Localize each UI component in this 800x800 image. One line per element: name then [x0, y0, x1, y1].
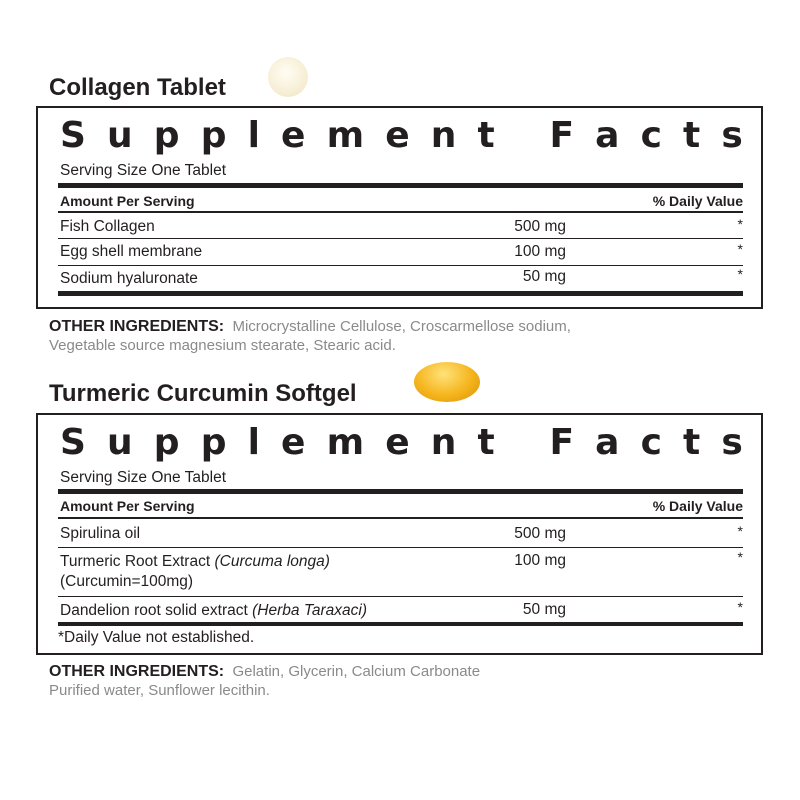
other-ingredients-line: Gelatin, Glycerin, Calcium Carbonate — [232, 663, 481, 680]
ingredient-amount: 100 mg — [514, 552, 566, 569]
daily-value: * — [737, 241, 743, 257]
rule — [58, 238, 743, 239]
rule — [58, 596, 743, 597]
ingredient-name: Sodium hyaluronate — [60, 270, 198, 287]
ingredient-amount: 50 mg — [522, 601, 566, 618]
ingredient-name: Spirulina oil — [60, 525, 141, 542]
ingredient-note: (Curcumin=100mg) — [60, 573, 194, 590]
tablet-icon — [268, 57, 308, 97]
other-ingredients-line: Microcrystalline Cellulose, Croscarmello… — [232, 318, 571, 335]
ingredient-amount: 50 mg — [522, 268, 566, 285]
daily-value-header: % Daily Value — [652, 193, 743, 209]
daily-value: * — [737, 266, 743, 282]
daily-value: * — [737, 599, 743, 615]
ingredient-name: Egg shell membrane — [60, 243, 203, 260]
daily-value: * — [737, 523, 743, 539]
other-ingredients-label: OTHER INGREDIENTS: — [49, 318, 225, 335]
daily-value: * — [737, 216, 743, 232]
thick-rule — [58, 489, 743, 494]
daily-value-header: % Daily Value — [652, 498, 743, 514]
ingredient-latin-name: (Curcuma longa) — [214, 553, 330, 570]
other-ingredients-label: OTHER INGREDIENTS: — [49, 663, 225, 680]
thick-rule — [58, 622, 743, 626]
serving-size: Serving Size One Tablet — [60, 162, 227, 179]
product-title: Collagen Tablet — [49, 74, 226, 101]
other-ingredients-line: Purified water, Sunflower lecithin. — [49, 682, 270, 699]
softgel-icon — [414, 362, 480, 402]
thick-rule — [58, 291, 743, 296]
ingredient-amount: 500 mg — [514, 525, 566, 542]
amount-per-serving-header: Amount Per Serving — [60, 498, 195, 514]
ingredient-name: Fish Collagen — [60, 218, 155, 235]
amount-per-serving-header: Amount Per Serving — [60, 193, 195, 209]
other-ingredients: OTHER INGREDIENTS: Gelatin, Glycerin, Ca… — [49, 662, 480, 700]
daily-value: * — [737, 549, 743, 565]
rule — [58, 517, 743, 519]
ingredient-latin-name: (Herba Taraxaci) — [252, 602, 367, 619]
footnote: *Daily Value not established. — [58, 629, 255, 646]
product-title: Turmeric Curcumin Softgel — [49, 380, 357, 407]
rule — [58, 547, 743, 548]
thick-rule — [58, 183, 743, 188]
rule — [58, 265, 743, 266]
ingredient-amount: 100 mg — [514, 243, 566, 260]
serving-size: Serving Size One Tablet — [60, 469, 227, 486]
ingredient-name: Turmeric Root Extract — [60, 553, 215, 570]
rule — [58, 211, 743, 213]
other-ingredients-line: Vegetable source magnesium stearate, Ste… — [49, 337, 396, 354]
ingredient-name: Dandelion root solid extract — [60, 602, 253, 619]
ingredient-amount: 500 mg — [514, 218, 566, 235]
other-ingredients: OTHER INGREDIENTS: Microcrystalline Cell… — [49, 317, 571, 355]
